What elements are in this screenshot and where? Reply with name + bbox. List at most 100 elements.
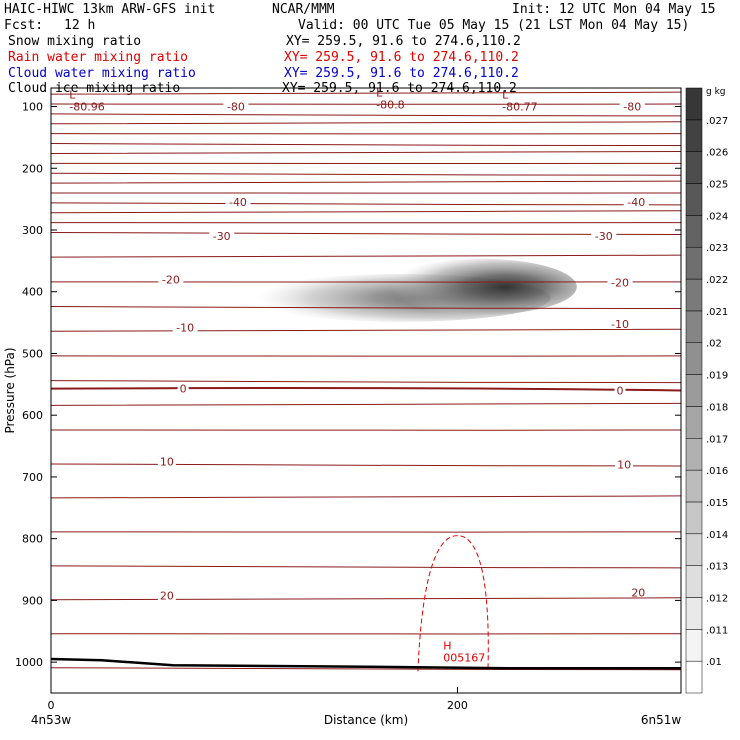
isotherm-label-bg bbox=[629, 586, 648, 598]
isotherm-label: 0 bbox=[180, 383, 187, 396]
isotherm-label: -40 bbox=[627, 196, 645, 209]
colorbar-tick-label: .012 bbox=[706, 593, 728, 604]
isotherm-line bbox=[51, 281, 681, 283]
field-snow-name: Snow mixing ratio bbox=[8, 34, 142, 49]
org-label: NCAR/MMM bbox=[272, 2, 335, 17]
isotherm-line bbox=[51, 180, 681, 184]
extremum-value: -80.8 bbox=[376, 99, 404, 112]
terrain-line bbox=[51, 657, 681, 670]
model-title: HAIC-HIWC 13km ARW-GFS init bbox=[4, 2, 216, 17]
colorbar-segment bbox=[685, 87, 703, 121]
colorbar-segment bbox=[685, 278, 703, 312]
isotherm-line bbox=[51, 667, 681, 671]
colorbar-tick-label: .011 bbox=[706, 625, 728, 636]
isotherm-label-bg bbox=[607, 317, 633, 329]
plot-frame bbox=[50, 87, 682, 694]
isotherm-label-bg bbox=[619, 100, 645, 112]
isotherm-line bbox=[51, 103, 681, 105]
rain-contour bbox=[417, 535, 489, 672]
colorbar-segment bbox=[685, 565, 703, 598]
x-tick-label: 200 bbox=[447, 699, 468, 712]
isotherm-label: -20 bbox=[611, 276, 629, 289]
colorbar-tick-label: .014 bbox=[706, 530, 728, 541]
isotherm-label: -30 bbox=[595, 230, 613, 243]
extremum-value: -80.77 bbox=[502, 100, 537, 113]
colorbar-tick-label: .027 bbox=[706, 116, 728, 127]
colorbar-segment bbox=[685, 119, 703, 152]
x-end-label-right: 6n51w bbox=[641, 713, 682, 727]
colorbar-segment bbox=[685, 501, 703, 535]
y-tick-label: 500 bbox=[22, 347, 43, 360]
colorbar-segment bbox=[685, 374, 703, 407]
isotherm-label-bg bbox=[223, 100, 249, 112]
isotherm-label-bg bbox=[591, 230, 617, 242]
isotherm-label-bg bbox=[158, 273, 184, 285]
isotherm-line bbox=[51, 531, 681, 533]
isotherm-line bbox=[51, 91, 681, 95]
colorbar-segment bbox=[685, 597, 703, 630]
y-tick-label: 300 bbox=[22, 224, 43, 237]
isotherm-label: -80 bbox=[623, 101, 641, 114]
fcst-value: 12 h bbox=[64, 18, 96, 33]
isotherm-line bbox=[51, 355, 681, 357]
colorbar-tick-label: .026 bbox=[706, 148, 728, 159]
isotherm-line bbox=[51, 142, 681, 147]
isotherm-line bbox=[51, 210, 681, 214]
extremum-marker: H bbox=[443, 640, 451, 653]
extremum-value: 005167 bbox=[443, 652, 485, 665]
valid-time: Valid: 00 UTC Tue 05 May 15 (21 LST Mon … bbox=[298, 18, 690, 33]
colorbar-tick-label: .016 bbox=[706, 466, 728, 477]
y-axis-label: Pressure (hPa) bbox=[3, 347, 17, 433]
y-tick-label: 100 bbox=[22, 101, 43, 114]
snow-shading-core bbox=[386, 258, 577, 315]
colorbar-segment bbox=[685, 406, 703, 439]
field-cloudwater-name: Cloud water mixing ratio bbox=[8, 66, 196, 81]
colorbar-segment bbox=[685, 660, 703, 694]
colorbar-tick-label: .022 bbox=[706, 275, 728, 286]
isotherm-line bbox=[51, 632, 681, 635]
y-tick-label: 600 bbox=[22, 409, 43, 422]
isotherm-label-bg bbox=[614, 384, 626, 396]
x-tick-label: 0 bbox=[48, 699, 55, 712]
isotherm-label-bg bbox=[157, 589, 176, 601]
isotherm-label-bg bbox=[209, 230, 235, 242]
isotherm-label-bg bbox=[615, 458, 634, 470]
isotherm-label: -10 bbox=[611, 318, 629, 331]
isotherm-line bbox=[51, 231, 681, 236]
isotherm-line bbox=[51, 305, 681, 310]
isotherm-line bbox=[51, 132, 681, 135]
isotherm-label-bg bbox=[157, 455, 176, 467]
extremum-marker: L bbox=[69, 88, 76, 101]
colorbar-segment bbox=[685, 533, 703, 566]
y-tick-label: 700 bbox=[22, 471, 43, 484]
y-tick-label: 400 bbox=[22, 286, 43, 299]
field-cloudwater-xy: XY= 259.5, 91.6 to 274.6,110.2 bbox=[284, 66, 519, 81]
field-rain-xy: XY= 259.5, 91.6 to 274.6,110.2 bbox=[284, 50, 519, 65]
fcst-label: Fcst: bbox=[4, 18, 44, 33]
isotherm-label: 10 bbox=[617, 459, 631, 472]
colorbar-tick-label: .018 bbox=[706, 402, 728, 413]
colorbar-tick-label: .023 bbox=[706, 243, 728, 254]
isotherm-line bbox=[51, 172, 681, 176]
colorbar-segment bbox=[685, 342, 703, 375]
colorbar-tick-label: .021 bbox=[706, 307, 728, 318]
colorbar-tick-label: .02 bbox=[706, 339, 722, 350]
isotherm-label-bg bbox=[177, 382, 189, 394]
colorbar-segment bbox=[685, 438, 703, 471]
isotherm-label: 20 bbox=[631, 586, 645, 599]
colorbar-tick-label: .019 bbox=[706, 371, 728, 382]
isotherm-label: -30 bbox=[213, 230, 231, 243]
isotherm-line bbox=[51, 597, 681, 601]
colorbar-tick-label: .013 bbox=[706, 562, 728, 573]
field-rain-name: Rain water mixing ratio bbox=[8, 50, 189, 65]
isotherm-line bbox=[51, 202, 681, 206]
isotherm-label-bg bbox=[225, 196, 251, 208]
isotherm-line bbox=[51, 463, 681, 467]
extremum-marker: L bbox=[502, 88, 509, 101]
isotherm-zero-line bbox=[51, 386, 681, 392]
colorbar-tick-label: .015 bbox=[706, 498, 728, 509]
isotherm-line bbox=[51, 162, 681, 165]
colorbar-segment bbox=[685, 183, 703, 216]
isotherm-label-bg bbox=[607, 276, 633, 288]
